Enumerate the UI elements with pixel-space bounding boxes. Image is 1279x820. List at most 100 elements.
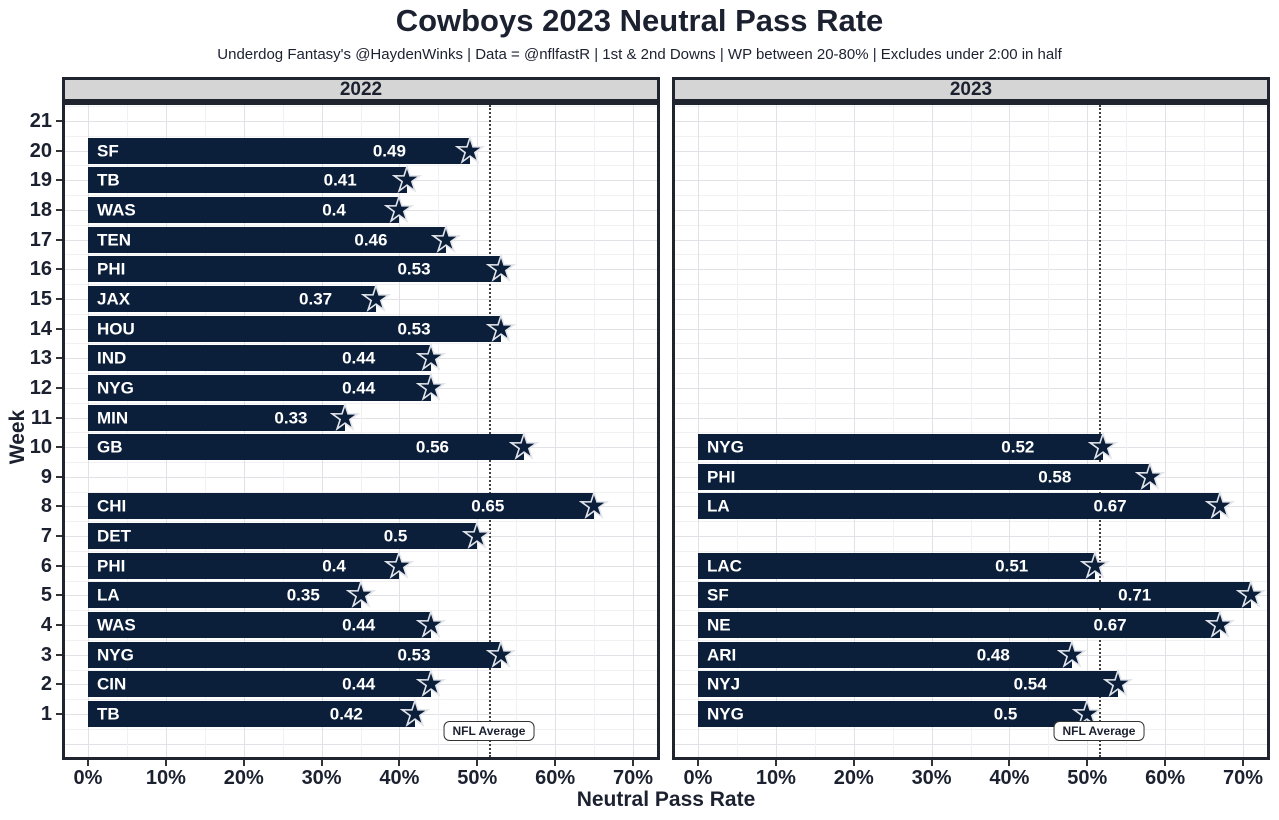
bar-value-label: 0.4 [322, 200, 346, 220]
bar-value-label: 0.71 [1118, 585, 1152, 605]
x-tick [930, 760, 933, 766]
bar-team-label: LAC [707, 556, 742, 576]
gridline-vertical [204, 105, 206, 757]
cowboys-star-icon [329, 402, 360, 431]
cowboys-star-icon [415, 669, 446, 698]
bar-week-15: JAX 0.37 [88, 285, 377, 312]
cowboys-star-icon [1080, 550, 1111, 579]
bar-week-16: PHI 0.53 [88, 256, 501, 283]
cowboys-star-icon [1204, 491, 1235, 520]
bar-team-label: HOU [97, 319, 135, 339]
x-tick-label: 70% [613, 767, 654, 789]
facet-strip-2022: 2022 [62, 77, 660, 102]
nfl-average-label: NFL Average [443, 721, 535, 741]
gridline-vertical [1165, 105, 1167, 757]
x-tick [1164, 760, 1167, 766]
cowboys-star-icon [1072, 699, 1103, 728]
gridline-vertical [243, 105, 245, 757]
x-tick-label: 50% [1067, 767, 1108, 789]
y-tick-label: 7 [40, 525, 52, 548]
bar-value-label: 0.53 [397, 645, 431, 665]
x-tick [1008, 760, 1011, 766]
nfl-average-line [1098, 105, 1101, 757]
bar-week-10: GB 0.56 [88, 434, 525, 461]
bar-team-label: LA [97, 585, 120, 605]
bar-week-11: MIN 0.33 [88, 404, 345, 431]
bar-week-8: CHI 0.65 [88, 493, 595, 520]
bar-value-label: 0.53 [397, 319, 431, 339]
bar-team-label: SF [707, 585, 729, 605]
y-tick-label: 1 [40, 703, 52, 725]
bar-value-label: 0.46 [354, 230, 388, 250]
gridline-vertical [360, 105, 362, 757]
y-tick-label: 3 [40, 643, 52, 666]
gridline-vertical [736, 105, 738, 757]
gridline-vertical [853, 105, 855, 757]
bar-team-label: TB [97, 704, 120, 724]
bar-week-5: SF 0.71 [698, 582, 1251, 609]
x-tick-label: 30% [301, 767, 342, 789]
y-tick [56, 505, 62, 508]
gridline-vertical [282, 105, 284, 757]
cowboys-star-icon [400, 699, 430, 728]
y-tick [56, 683, 62, 686]
x-tick [1242, 760, 1245, 766]
x-axis-2023: 0% 10% 20% 30% 40% 50% 60% 70% [672, 760, 1270, 820]
bar-week-6: PHI 0.4 [88, 552, 400, 579]
y-tick [56, 624, 62, 627]
cowboys-star-icon [462, 521, 493, 550]
x-tick-label: 20% [833, 767, 874, 789]
cowboys-star-icon [1056, 639, 1087, 668]
bar-team-label: NE [707, 615, 731, 635]
plot-area-2023: NYG 0.52 PHI 0.58 LA 0.67 LAC 0.51 SF 0.71 NE 0.67 A… [672, 102, 1270, 760]
bar-week-2: NYJ 0.54 [698, 671, 1119, 698]
cowboys-star-icon [384, 550, 415, 579]
bar-week-18: WAS 0.4 [88, 196, 400, 223]
y-tick-label: 13 [29, 347, 52, 370]
x-tick [554, 760, 557, 766]
bar-value-label: 0.5 [383, 526, 408, 546]
nfl-average-label: NFL Average [1053, 721, 1145, 741]
plot-area-2022: SF 0.49 TB 0.41 WAS 0.4 TEN 0.46 PHI 0.53 JAX 0.37 H… [62, 102, 660, 760]
cowboys-star-icon [579, 491, 610, 520]
cowboys-star-icon [361, 283, 392, 312]
y-tick [56, 208, 62, 211]
bar-value-label: 0.41 [323, 170, 357, 190]
gridline-vertical [1009, 105, 1011, 757]
bar-value-label: 0.44 [342, 615, 376, 635]
bar-team-label: DET [97, 526, 131, 546]
y-tick-label: 10 [29, 436, 52, 459]
y-tick-label: 20 [29, 139, 52, 162]
y-tick-label: 14 [29, 317, 52, 340]
x-tick-label: 0% [683, 767, 713, 789]
bar-team-label: CIN [97, 674, 127, 694]
x-tick [697, 760, 699, 766]
y-tick-label: 8 [40, 495, 52, 518]
x-tick-label: 70% [1223, 767, 1264, 789]
y-tick [56, 535, 62, 538]
y-tick [56, 475, 62, 478]
gridline-vertical [931, 105, 933, 757]
y-tick [56, 238, 62, 241]
x-tick-label: 10% [755, 767, 796, 789]
bar-value-label: 0.33 [274, 408, 308, 427]
bar-value-label: 0.5 [993, 704, 1018, 724]
y-tick [56, 179, 62, 182]
bar-value-label: 0.44 [342, 674, 376, 694]
cowboys-star-icon [509, 432, 540, 461]
bar-value-label: 0.67 [1093, 496, 1127, 516]
bar-week-2: CIN 0.44 [88, 671, 431, 698]
y-tick [56, 386, 62, 389]
x-tick-label: 10% [145, 767, 186, 789]
bar-week-13: IND 0.44 [88, 345, 431, 372]
nfl-average-line [488, 105, 491, 757]
x-tick-label: 30% [911, 767, 952, 789]
bar-value-label: 0.44 [342, 348, 376, 368]
x-tick [774, 760, 777, 766]
y-tick-label: 6 [40, 554, 52, 577]
gridline-vertical [126, 105, 128, 757]
bar-team-label: TEN [97, 230, 131, 250]
cowboys-star-icon [415, 372, 446, 401]
bar-value-label: 0.49 [372, 141, 406, 161]
y-tick [56, 564, 62, 567]
